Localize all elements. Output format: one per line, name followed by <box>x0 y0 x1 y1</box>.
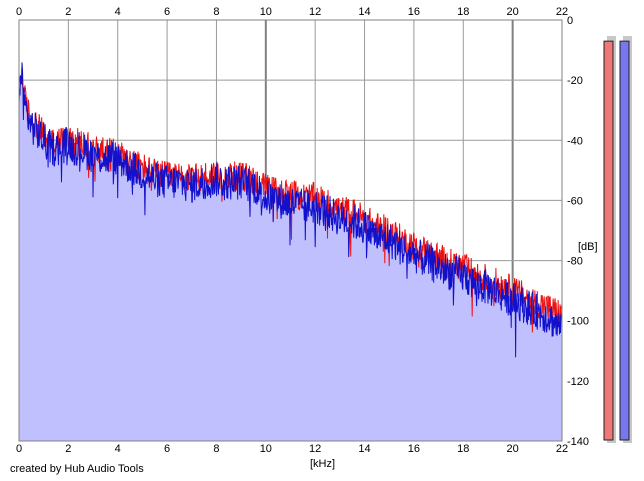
level-meters <box>603 36 632 443</box>
level-meter-0 <box>603 40 614 441</box>
y-tick-label-7: -140 <box>567 436 589 448</box>
y-axis-label: [dB] <box>578 241 598 253</box>
x-tick-label-bottom-0: 0 <box>16 443 22 455</box>
x-tick-label-bottom-2: 4 <box>115 443 121 455</box>
x-tick-label-top-8: 16 <box>408 6 420 18</box>
x-tick-label-top-0: 0 <box>16 6 22 18</box>
x-tick-label-bottom-9: 18 <box>457 443 469 455</box>
x-tick-label-top-11: 22 <box>556 6 568 18</box>
x-tick-label-bottom-6: 12 <box>309 443 321 455</box>
x-axis-label: [kHz] <box>310 458 336 470</box>
plot-border <box>18 19 563 442</box>
x-tick-label-bottom-4: 8 <box>213 443 219 455</box>
x-tick-label-top-3: 6 <box>164 6 170 18</box>
y-tick-label-1: -20 <box>567 75 583 87</box>
x-tick-label-top-2: 4 <box>115 6 121 18</box>
x-tick-label-bottom-8: 16 <box>408 443 420 455</box>
series-group <box>18 62 563 358</box>
x-tick-label-bottom-11: 22 <box>556 443 568 455</box>
y-tick-label-5: -100 <box>567 316 589 328</box>
y-tick-label-0: 0 <box>567 15 573 27</box>
y-tick-labels: 0 -20 -40 -60 -80 -100 -120 -140 <box>567 15 589 448</box>
level-meter-1 <box>619 40 630 441</box>
x-tick-label-bottom-10: 20 <box>507 443 519 455</box>
x-tick-label-top-5: 10 <box>260 6 272 18</box>
credit-text: created by Hub Audio Tools <box>10 463 144 475</box>
x-tick-label-bottom-5: 10 <box>260 443 272 455</box>
x-tick-label-bottom-7: 14 <box>358 443 370 455</box>
y-tick-label-2: -40 <box>567 135 583 147</box>
plot-frame <box>18 19 563 442</box>
x-tick-label-top-4: 8 <box>213 6 219 18</box>
x-tick-labels-top: 0 2 4 6 8 10 12 14 16 18 20 22 <box>16 6 568 18</box>
x-tick-label-top-7: 14 <box>358 6 370 18</box>
x-tick-label-bottom-3: 6 <box>164 443 170 455</box>
series-line-1 <box>18 62 563 358</box>
x-tick-label-top-6: 12 <box>309 6 321 18</box>
x-tick-label-top-10: 20 <box>507 6 519 18</box>
y-tick-label-6: -120 <box>567 376 589 388</box>
y-tick-label-3: -60 <box>567 195 583 207</box>
x-tick-label-top-1: 2 <box>65 6 71 18</box>
x-tick-label-top-9: 18 <box>457 6 469 18</box>
x-tick-labels-bottom: 0 2 4 6 8 10 12 14 16 18 20 22 <box>16 443 568 455</box>
x-tick-label-bottom-1: 2 <box>65 443 71 455</box>
y-tick-label-4: -80 <box>567 256 583 268</box>
spectrum-area-fill <box>19 62 562 442</box>
